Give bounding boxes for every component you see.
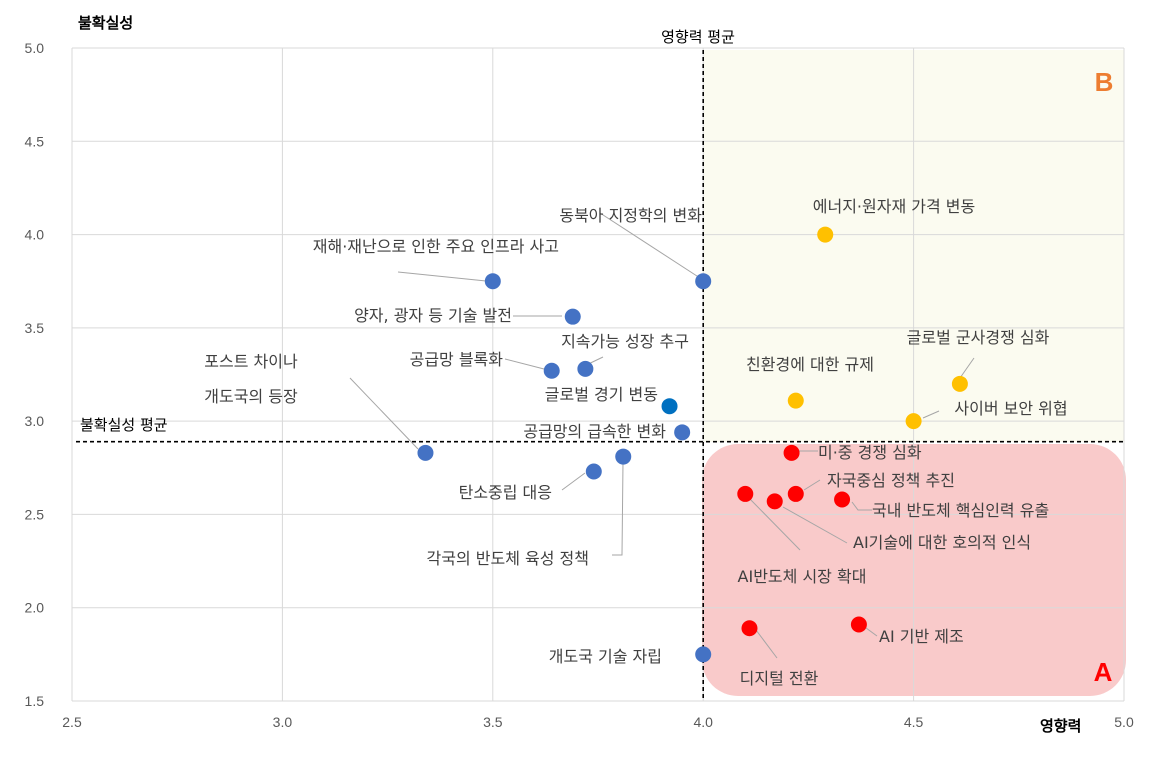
data-label: 공급망의 급속한 변화: [523, 422, 666, 441]
data-point: [951, 375, 968, 392]
data-label: 친환경에 대한 규제: [746, 355, 874, 374]
data-label: 글로벌 경기 변동: [545, 385, 658, 404]
data-label: 재해·재난으로 인한 주요 인프라 사고: [313, 237, 559, 256]
y-tick-label: 5.0: [25, 40, 45, 56]
data-label: 지속가능 성장 추구: [561, 332, 689, 351]
data-label: 디지털 전환: [740, 669, 819, 688]
data-label: 미·중 경쟁 심화: [818, 443, 922, 462]
x-axis-title: 영향력: [1040, 717, 1081, 735]
x-tick-label: 4.5: [904, 714, 924, 730]
leader-line: [561, 472, 586, 491]
leader-line: [397, 271, 487, 282]
leader-line: [782, 506, 848, 544]
data-point: [783, 444, 800, 461]
y-tick-label: 2.0: [25, 600, 45, 616]
data-label: 공급망 블록화: [410, 350, 504, 369]
x-tick-label: 5.0: [1114, 714, 1134, 730]
data-point: [766, 493, 783, 510]
x-tick-label: 3.0: [273, 714, 293, 730]
x-tick-label: 2.5: [62, 714, 82, 730]
y-tick-label: 3.5: [25, 320, 45, 336]
data-point: [834, 491, 851, 508]
x-mean-label: 영향력 평균: [661, 28, 735, 46]
y-axis-title: 불확실성: [78, 14, 133, 32]
y-tick-label: 4.5: [25, 133, 45, 149]
data-point: [817, 226, 834, 243]
leader-line: [612, 461, 624, 556]
y-tick-label: 4.0: [25, 227, 45, 243]
data-label: 개도국 기술 자립: [549, 647, 662, 666]
data-point: [695, 646, 712, 663]
data-point: [741, 620, 758, 637]
leader-line: [349, 377, 419, 450]
data-point: [661, 398, 678, 415]
data-point: [695, 273, 712, 290]
data-point: [543, 362, 560, 379]
data-point: [564, 308, 581, 325]
data-point: [850, 616, 867, 633]
data-point: [787, 485, 804, 502]
data-label: 탄소중립 대응: [459, 483, 552, 502]
y-tick-label: 1.5: [25, 693, 45, 709]
data-point: [615, 448, 632, 465]
data-point: [585, 463, 602, 480]
y-mean-label: 불확실성 평균: [80, 416, 168, 434]
data-label: 개도국의 등장: [204, 387, 298, 406]
zone-a-label: A: [1094, 657, 1113, 687]
data-label: 글로벌 군사경쟁 심화: [907, 328, 1050, 347]
data-label: 국내 반도체 핵심인력 유출: [872, 501, 1049, 520]
y-tick-label: 2.5: [25, 506, 45, 522]
data-label: 포스트 차이나: [204, 352, 298, 371]
data-label: AI기술에 대한 호의적 인식: [853, 533, 1031, 552]
data-label: 동북아 지정학의 변화: [559, 206, 702, 225]
leader-line: [504, 358, 545, 370]
data-label: 각국의 반도체 육성 정책: [427, 549, 589, 568]
leader-line: [747, 496, 801, 551]
leader-line: [851, 501, 872, 511]
data-label: 양자, 광자 등 기술 발전: [354, 306, 512, 325]
leader-line: [922, 410, 940, 419]
x-tick-label: 3.5: [483, 714, 503, 730]
zone-b-label: B: [1095, 67, 1114, 97]
data-point: [674, 424, 691, 441]
x-tick-label: 4.0: [693, 714, 713, 730]
leader-line: [959, 357, 975, 379]
leader-line: [599, 212, 701, 279]
data-label: AI반도체 시장 확대: [738, 567, 867, 586]
y-tick-label: 3.0: [25, 413, 45, 429]
data-point: [577, 360, 594, 377]
data-label: 에너지·원자재 가격 변동: [813, 197, 975, 216]
leader-line: [803, 479, 821, 491]
data-label: AI 기반 제조: [879, 627, 964, 646]
data-point: [787, 392, 804, 409]
leader-line: [755, 629, 778, 659]
data-point: [905, 413, 922, 430]
data-label: 사이버 보안 위협: [954, 399, 1067, 418]
data-point: [417, 444, 434, 461]
data-point: [737, 485, 754, 502]
data-label: 자국중심 정책 추진: [827, 471, 955, 490]
data-point: [484, 273, 501, 290]
